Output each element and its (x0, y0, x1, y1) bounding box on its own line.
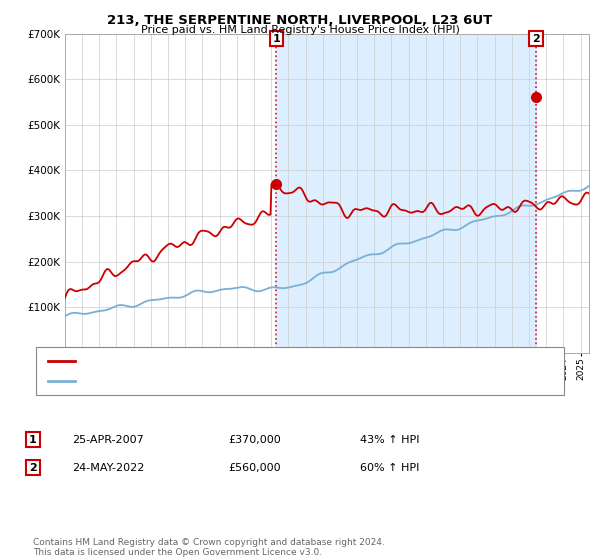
Text: £560,000: £560,000 (228, 463, 281, 473)
Text: 2: 2 (532, 34, 540, 44)
Text: Contains HM Land Registry data © Crown copyright and database right 2024.
This d: Contains HM Land Registry data © Crown c… (33, 538, 385, 557)
Text: 213, THE SERPENTINE NORTH, LIVERPOOL, L23 6UT: 213, THE SERPENTINE NORTH, LIVERPOOL, L2… (107, 14, 493, 27)
Text: 24-MAY-2022: 24-MAY-2022 (72, 463, 145, 473)
Text: 2: 2 (29, 463, 37, 473)
Text: 1: 1 (272, 34, 280, 44)
Text: 25-APR-2007: 25-APR-2007 (72, 435, 144, 445)
Text: HPI: Average price, detached house, Sefton: HPI: Average price, detached house, Seft… (81, 376, 293, 386)
Text: 60% ↑ HPI: 60% ↑ HPI (360, 463, 419, 473)
Text: £370,000: £370,000 (228, 435, 281, 445)
Bar (276, 34, 536, 353)
Text: 1: 1 (29, 435, 37, 445)
Text: 213, THE SERPENTINE NORTH, LIVERPOOL, L23 6UT (detached house): 213, THE SERPENTINE NORTH, LIVERPOOL, L2… (81, 356, 423, 366)
Text: 43% ↑ HPI: 43% ↑ HPI (360, 435, 419, 445)
Text: Price paid vs. HM Land Registry's House Price Index (HPI): Price paid vs. HM Land Registry's House … (140, 25, 460, 35)
